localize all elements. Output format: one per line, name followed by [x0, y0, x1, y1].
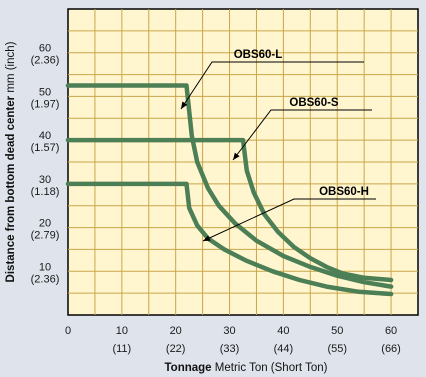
y-tick-label: 40: [39, 130, 51, 142]
x-tick-sublabel: (55): [327, 343, 347, 355]
y-tick-sublabel: (1.18): [31, 186, 60, 198]
y-axis-title-bold: Distance from bottom dead center: [5, 95, 17, 282]
y-tick-label: 10: [39, 261, 51, 273]
annotation-leader-line: [180, 61, 258, 110]
series-line-obs60-l: [65, 83, 394, 289]
x-tick-sublabel: (44): [274, 343, 294, 355]
y-tick-label: 60: [39, 43, 51, 55]
annotation-arrowhead: [181, 101, 188, 109]
annotations: OBS60-L OBS60-S OBS60-H: [180, 49, 376, 242]
x-tick-sublabel: (22): [166, 343, 186, 355]
x-axis-title: Tonnage Metric Ton (Short Ton): [165, 362, 328, 374]
y-tick-sublabel: (2.36): [31, 273, 60, 285]
annotation-label-obs60-l: OBS60-L: [234, 49, 283, 61]
series-line-obs60-s: [65, 137, 394, 283]
y-tick-sublabel: (1.57): [31, 142, 60, 154]
annotation-leader-line: [202, 198, 304, 242]
x-tick-label: 30: [223, 325, 235, 337]
x-tick-label: 40: [277, 325, 289, 337]
x-tick-label: 60: [385, 325, 397, 337]
y-axis-title: Distance from bottom dead center mm (inc…: [5, 41, 17, 282]
series-group: [65, 83, 394, 297]
y-tick-sublabel: (2.36): [31, 55, 60, 67]
annotation-arrowhead: [203, 235, 211, 241]
y-tick-label: 50: [39, 86, 51, 98]
y-tick-sublabel: (1.97): [31, 98, 60, 110]
x-tick-sublabel: (66): [381, 343, 401, 355]
series-line-obs60-h: [65, 181, 394, 297]
x-tick-label: 50: [331, 325, 343, 337]
y-tick-label: 30: [39, 174, 51, 186]
x-axis-title-bold: Tonnage: [165, 362, 212, 374]
annotation-label-obs60-s: OBS60-S: [289, 97, 339, 109]
x-tick-label: 10: [116, 325, 128, 337]
x-axis-title-rest: Metric Ton (Short Ton): [212, 362, 328, 374]
y-tick-sublabel: (2.79): [31, 230, 60, 242]
annotation-leader-line: [232, 109, 287, 161]
x-tick-sublabel: (33): [220, 343, 240, 355]
ticks: 0 10(11)20(22)30(33)40(44)50(55)60(66)10(…: [31, 43, 401, 355]
annotation-label-obs60-h: OBS60-H: [319, 186, 369, 198]
annotation-arrowhead: [233, 152, 240, 160]
x-tick-label: 20: [170, 325, 182, 337]
x-tick-sublabel: (11): [112, 343, 131, 355]
x-tick-label: 0: [65, 325, 71, 337]
y-axis-title-rest: mm (inch): [5, 41, 17, 95]
y-tick-label: 20: [39, 218, 51, 230]
